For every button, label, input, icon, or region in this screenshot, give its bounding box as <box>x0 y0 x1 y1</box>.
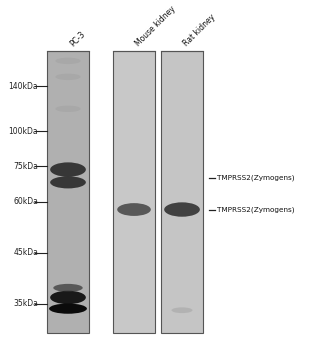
Ellipse shape <box>49 303 87 314</box>
Text: PC-3: PC-3 <box>68 29 87 48</box>
Text: TMPRSS2(Zymogens): TMPRSS2(Zymogens) <box>217 206 294 213</box>
Ellipse shape <box>56 58 80 64</box>
Ellipse shape <box>56 74 80 80</box>
Text: Mouse kidney: Mouse kidney <box>134 5 178 48</box>
Text: TMPRSS2(Zymogens): TMPRSS2(Zymogens) <box>217 174 294 181</box>
Text: 100kDa: 100kDa <box>8 127 38 136</box>
Ellipse shape <box>172 307 193 313</box>
Text: 35kDa: 35kDa <box>13 299 38 308</box>
FancyBboxPatch shape <box>47 51 89 332</box>
Text: 45kDa: 45kDa <box>13 248 38 257</box>
Ellipse shape <box>50 291 86 304</box>
Ellipse shape <box>117 203 151 216</box>
Ellipse shape <box>50 176 86 188</box>
Ellipse shape <box>53 284 83 292</box>
FancyBboxPatch shape <box>113 51 155 332</box>
Ellipse shape <box>56 106 80 112</box>
Text: 75kDa: 75kDa <box>13 162 38 171</box>
Text: Rat kidney: Rat kidney <box>182 13 217 48</box>
Ellipse shape <box>50 162 86 177</box>
Ellipse shape <box>164 202 200 217</box>
FancyBboxPatch shape <box>161 51 203 332</box>
Text: 60kDa: 60kDa <box>13 197 38 206</box>
Text: 140kDa: 140kDa <box>8 82 38 91</box>
